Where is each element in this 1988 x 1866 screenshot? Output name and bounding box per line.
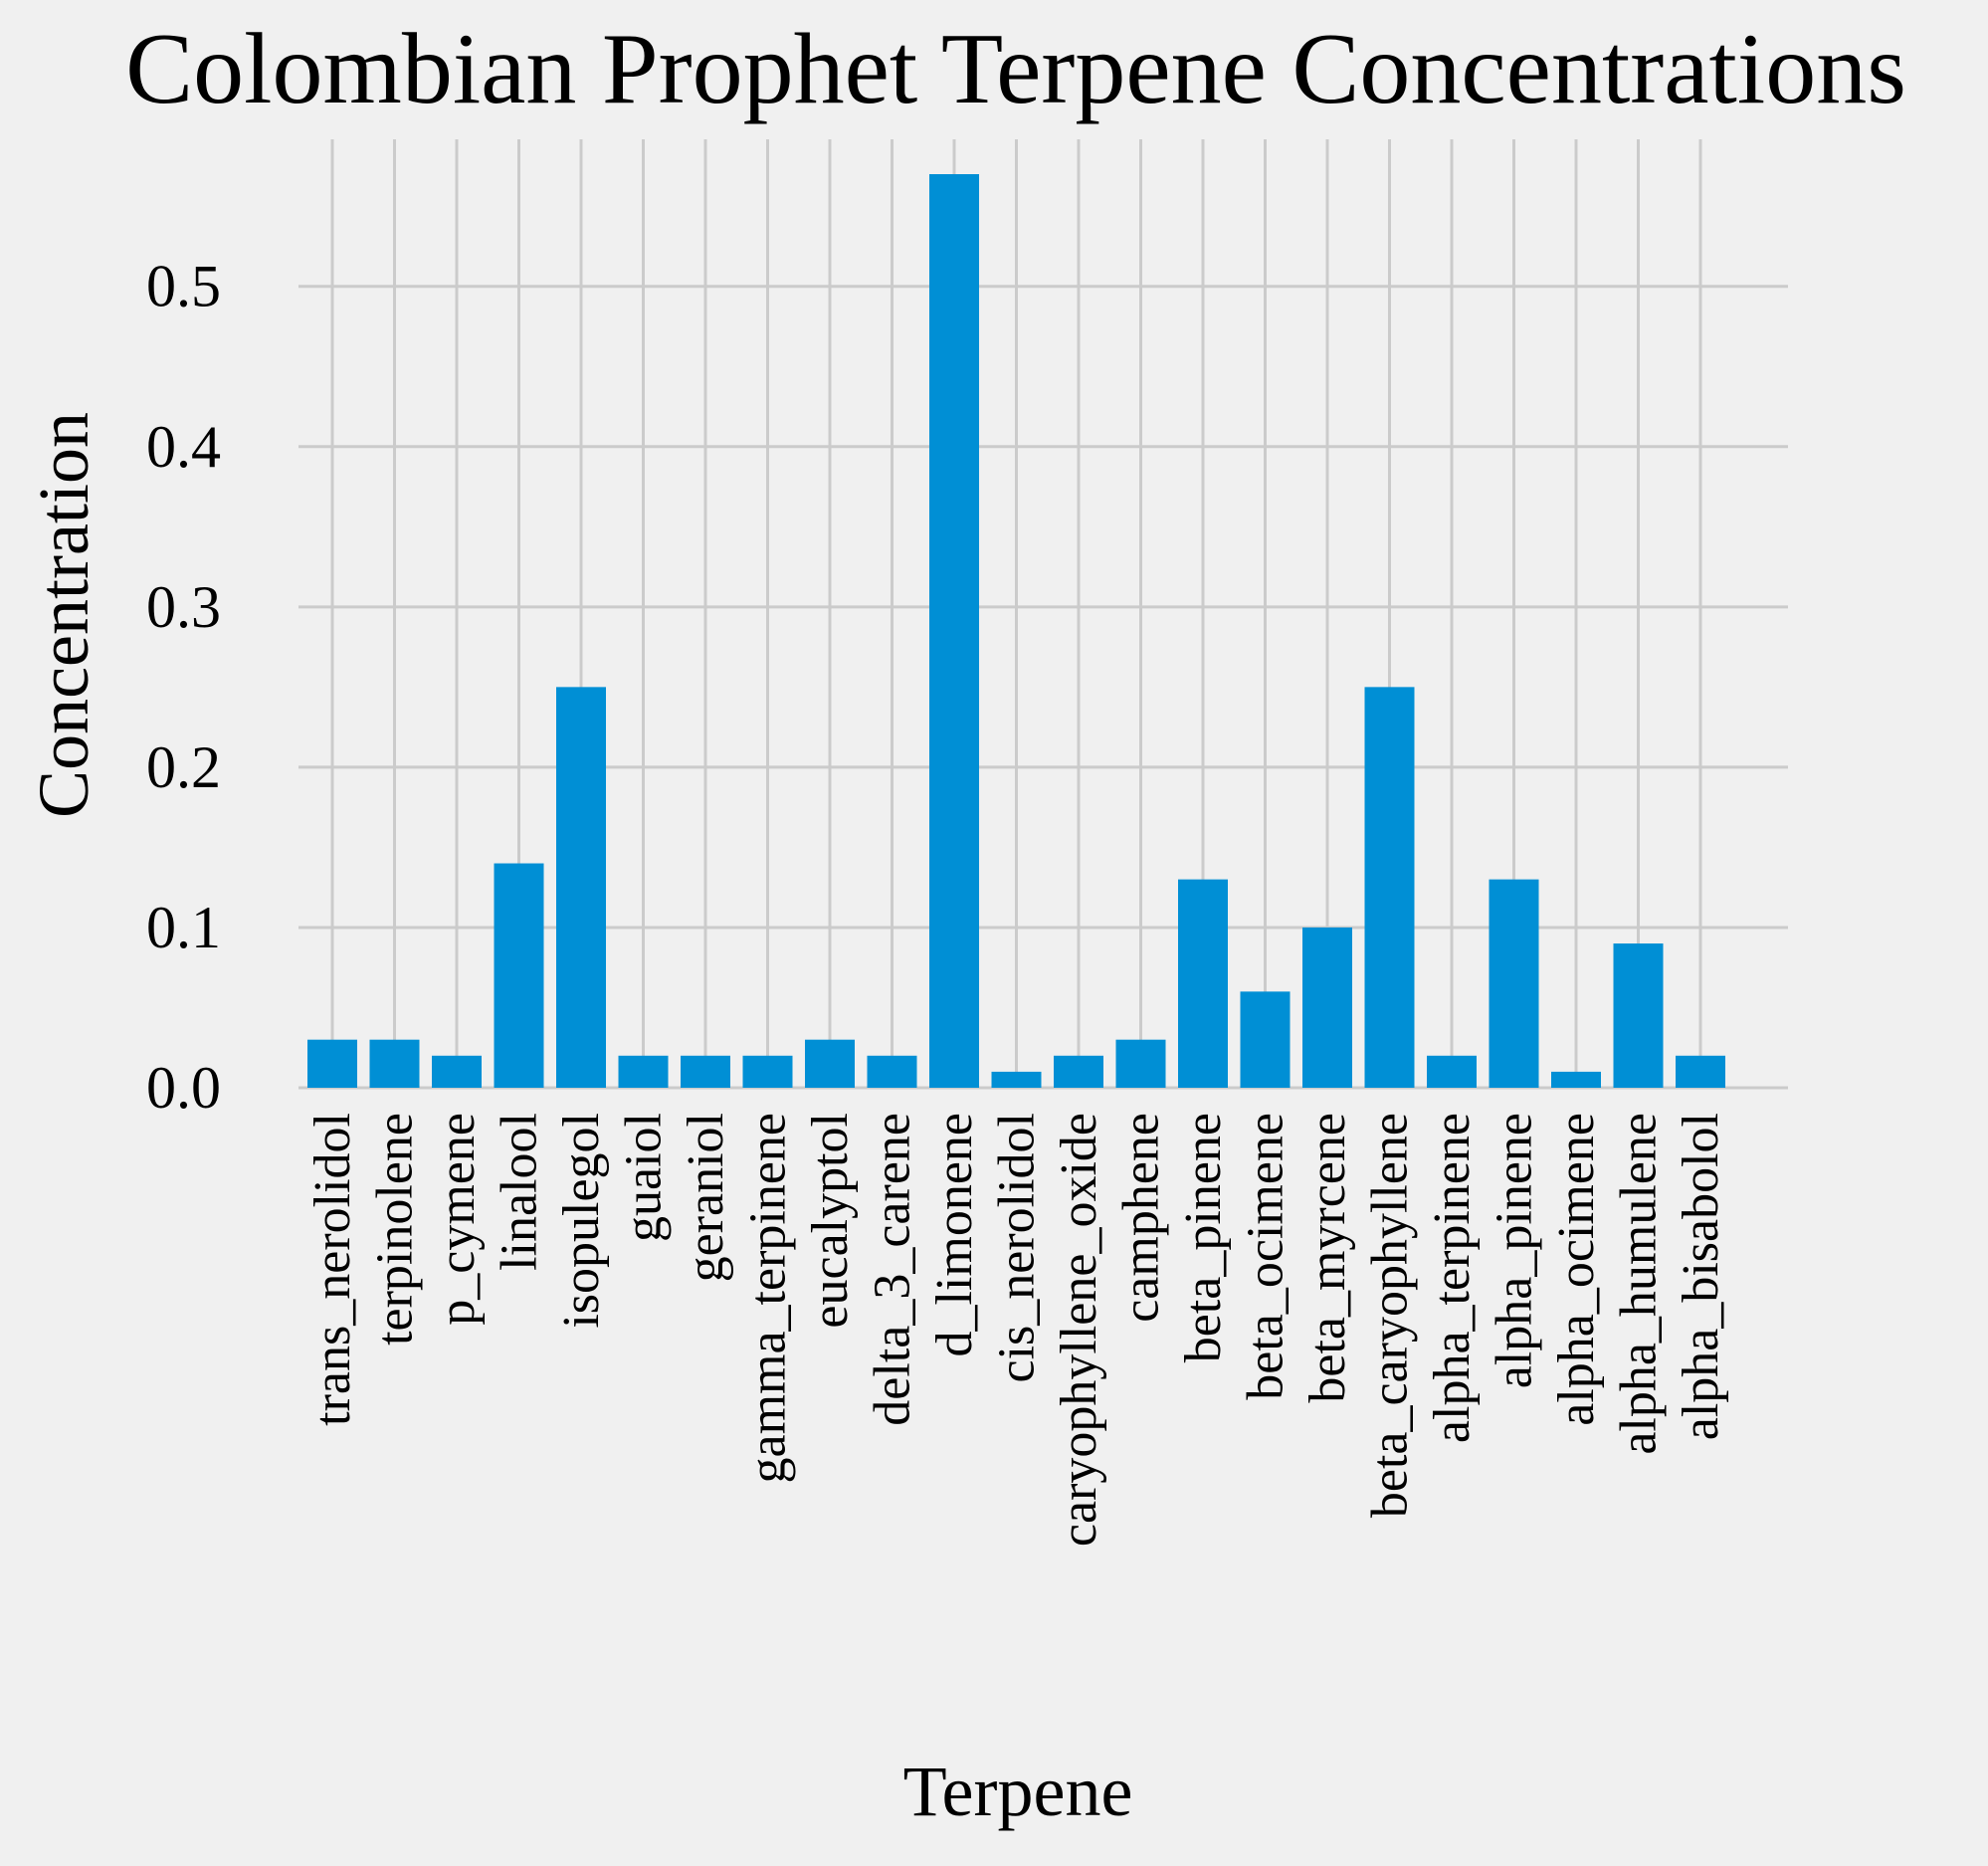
bar-isopulegol <box>556 687 606 1088</box>
bar-beta-ocimene <box>1240 991 1291 1088</box>
bar-alpha-humulene <box>1613 943 1664 1088</box>
y-axis-label: Concentration <box>24 412 103 818</box>
x-tick-label: beta_pinene <box>1175 1113 1232 1362</box>
bar-alpha-terpinene <box>1427 1055 1477 1088</box>
x-tick-label: alpha_humulene <box>1611 1113 1668 1455</box>
y-tick-label: 0.0 <box>146 1055 221 1121</box>
x-axis-label: Terpene <box>903 1752 1133 1831</box>
x-tick-label: p_cymene <box>429 1113 486 1326</box>
y-tick-labels: 0.0 0.1 0.2 0.3 0.4 0.5 <box>146 254 221 1121</box>
bar-cis-nerolidol <box>991 1071 1042 1088</box>
bar-beta-myrcene <box>1302 927 1352 1088</box>
x-tick-label: linalool <box>492 1113 548 1271</box>
bar-eucalyptol <box>805 1039 855 1088</box>
grid-lines <box>298 139 1788 1090</box>
bar-gamma-terpinene <box>742 1055 793 1088</box>
x-tick-label: guaiol <box>616 1113 673 1242</box>
x-tick-label: alpha_pinene <box>1487 1113 1543 1388</box>
x-tick-label: d_limonene <box>926 1113 983 1357</box>
x-tick-label: eucalyptol <box>802 1113 859 1329</box>
x-tick-label: cis_nerolidol <box>989 1113 1046 1383</box>
bar-terpinolene <box>369 1039 420 1088</box>
bar-alpha-bisabolol <box>1676 1055 1725 1088</box>
x-tick-label: alpha_bisabolol <box>1673 1113 1729 1440</box>
x-tick-label: delta_3_carene <box>865 1113 921 1426</box>
y-tick-label: 0.3 <box>146 574 221 640</box>
bar-p-cymene <box>432 1055 482 1088</box>
chart-title: Colombian Prophet Terpene Concentrations <box>125 13 1906 125</box>
x-tick-label: terpinolene <box>367 1113 424 1346</box>
x-tick-label: isopulegol <box>553 1113 610 1329</box>
bar-geraniol <box>681 1055 730 1088</box>
x-tick-label: beta_caryophyllene <box>1362 1113 1419 1518</box>
bar-guaiol <box>618 1055 669 1088</box>
x-tick-label: beta_myrcene <box>1299 1113 1356 1403</box>
bar-linalool <box>494 863 544 1088</box>
x-tick-label: alpha_terpinene <box>1424 1113 1481 1443</box>
y-tick-label: 0.5 <box>146 254 221 319</box>
x-tick-label: alpha_ocimene <box>1548 1113 1605 1426</box>
bar-beta-caryophyllene <box>1364 687 1415 1088</box>
bar-caryophyllene-oxide <box>1054 1055 1103 1088</box>
x-tick-label: geraniol <box>678 1113 734 1282</box>
bars <box>307 174 1725 1088</box>
bar-beta-pinene <box>1178 879 1228 1088</box>
x-tick-label: gamma_terpinene <box>740 1113 797 1484</box>
x-tick-label: camphene <box>1113 1113 1170 1323</box>
bar-alpha-pinene <box>1489 879 1539 1088</box>
y-tick-label: 0.2 <box>146 734 221 800</box>
x-tick-labels: trans_nerolidol terpinolene p_cymene linalo… <box>304 1113 1729 1547</box>
bar-trans-nerolidol <box>307 1039 357 1088</box>
y-tick-label: 0.1 <box>146 895 221 960</box>
bar-delta-3-carene <box>867 1055 917 1088</box>
x-tick-label: caryophyllene_oxide <box>1051 1113 1107 1547</box>
y-tick-label: 0.4 <box>146 414 221 480</box>
x-tick-label: beta_ocimene <box>1238 1113 1294 1400</box>
bar-alpha-ocimene <box>1551 1071 1601 1088</box>
x-tick-label: trans_nerolidol <box>304 1113 361 1426</box>
bar-d-limonene <box>929 174 979 1088</box>
bar-camphene <box>1115 1039 1166 1088</box>
